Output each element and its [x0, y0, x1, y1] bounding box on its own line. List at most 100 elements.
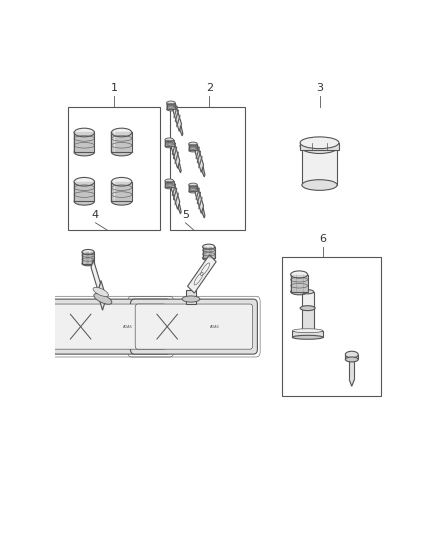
Ellipse shape [74, 149, 95, 156]
Polygon shape [171, 182, 180, 209]
Bar [301, 292, 314, 308]
Polygon shape [197, 192, 201, 204]
Polygon shape [173, 188, 177, 200]
Text: 6: 6 [319, 235, 326, 245]
Ellipse shape [189, 142, 197, 146]
Ellipse shape [203, 244, 215, 249]
Polygon shape [97, 280, 106, 310]
Bar [74, 133, 95, 152]
Bar [291, 274, 307, 292]
Bar [300, 143, 339, 150]
Bar [74, 182, 95, 201]
Ellipse shape [189, 190, 197, 193]
Ellipse shape [111, 198, 132, 205]
Bar [165, 181, 173, 187]
Polygon shape [187, 255, 216, 293]
Ellipse shape [189, 183, 197, 187]
Ellipse shape [291, 271, 307, 278]
Bar [68, 107, 160, 230]
Polygon shape [175, 152, 179, 164]
Ellipse shape [302, 180, 337, 190]
Ellipse shape [111, 149, 132, 156]
Polygon shape [91, 260, 100, 290]
Ellipse shape [74, 198, 95, 205]
Bar [345, 354, 358, 359]
Bar [82, 252, 94, 263]
Ellipse shape [203, 256, 215, 261]
FancyBboxPatch shape [131, 299, 258, 354]
Ellipse shape [345, 351, 358, 358]
Polygon shape [202, 207, 205, 218]
Polygon shape [350, 380, 354, 386]
Polygon shape [173, 147, 177, 159]
Polygon shape [196, 147, 200, 159]
Bar [165, 140, 173, 146]
Ellipse shape [189, 149, 197, 152]
Polygon shape [197, 151, 201, 163]
Text: ADAS: ADAS [210, 325, 219, 329]
Polygon shape [173, 103, 181, 131]
Polygon shape [178, 162, 181, 173]
Ellipse shape [293, 335, 323, 340]
Ellipse shape [291, 289, 307, 295]
Bar [170, 107, 245, 230]
Polygon shape [175, 110, 179, 122]
Ellipse shape [111, 177, 132, 186]
Ellipse shape [165, 144, 173, 148]
Polygon shape [180, 125, 183, 136]
Ellipse shape [182, 296, 200, 302]
Bar [203, 247, 215, 259]
Polygon shape [175, 193, 179, 205]
Bar [302, 146, 337, 185]
Polygon shape [202, 166, 205, 177]
Polygon shape [172, 183, 176, 196]
Ellipse shape [82, 261, 94, 266]
Bar [350, 359, 354, 380]
Bar [301, 308, 314, 330]
Bar [111, 182, 132, 201]
Polygon shape [198, 197, 202, 209]
Ellipse shape [74, 177, 95, 186]
Ellipse shape [300, 306, 315, 311]
Ellipse shape [300, 137, 339, 149]
Polygon shape [178, 203, 181, 214]
Polygon shape [172, 142, 176, 155]
Ellipse shape [111, 128, 132, 137]
Text: 1: 1 [111, 83, 118, 93]
Polygon shape [171, 141, 180, 168]
Ellipse shape [82, 249, 94, 255]
Text: 3: 3 [316, 83, 323, 93]
Ellipse shape [93, 287, 109, 296]
FancyBboxPatch shape [135, 304, 253, 349]
FancyBboxPatch shape [44, 299, 171, 354]
Text: 4: 4 [92, 210, 99, 220]
Ellipse shape [166, 108, 175, 111]
Polygon shape [196, 188, 200, 200]
FancyBboxPatch shape [49, 304, 166, 349]
Bar [189, 185, 197, 191]
Polygon shape [198, 156, 202, 168]
Bar [293, 330, 323, 337]
Polygon shape [186, 290, 196, 304]
Polygon shape [177, 115, 180, 127]
Bar [166, 103, 175, 109]
Ellipse shape [165, 185, 173, 189]
Bar [282, 257, 381, 397]
Ellipse shape [293, 329, 323, 333]
Text: 2: 2 [205, 83, 213, 93]
Ellipse shape [301, 290, 314, 294]
Ellipse shape [345, 357, 358, 362]
Ellipse shape [165, 179, 173, 183]
Text: 5: 5 [182, 210, 189, 220]
Ellipse shape [165, 138, 173, 142]
Bar [111, 133, 132, 152]
Ellipse shape [94, 294, 112, 304]
Ellipse shape [300, 139, 339, 154]
Bar [189, 144, 197, 150]
Polygon shape [195, 185, 204, 213]
Ellipse shape [74, 128, 95, 137]
Ellipse shape [166, 101, 175, 104]
Polygon shape [195, 144, 204, 172]
Polygon shape [174, 106, 177, 118]
Text: ADAS: ADAS [123, 325, 133, 329]
